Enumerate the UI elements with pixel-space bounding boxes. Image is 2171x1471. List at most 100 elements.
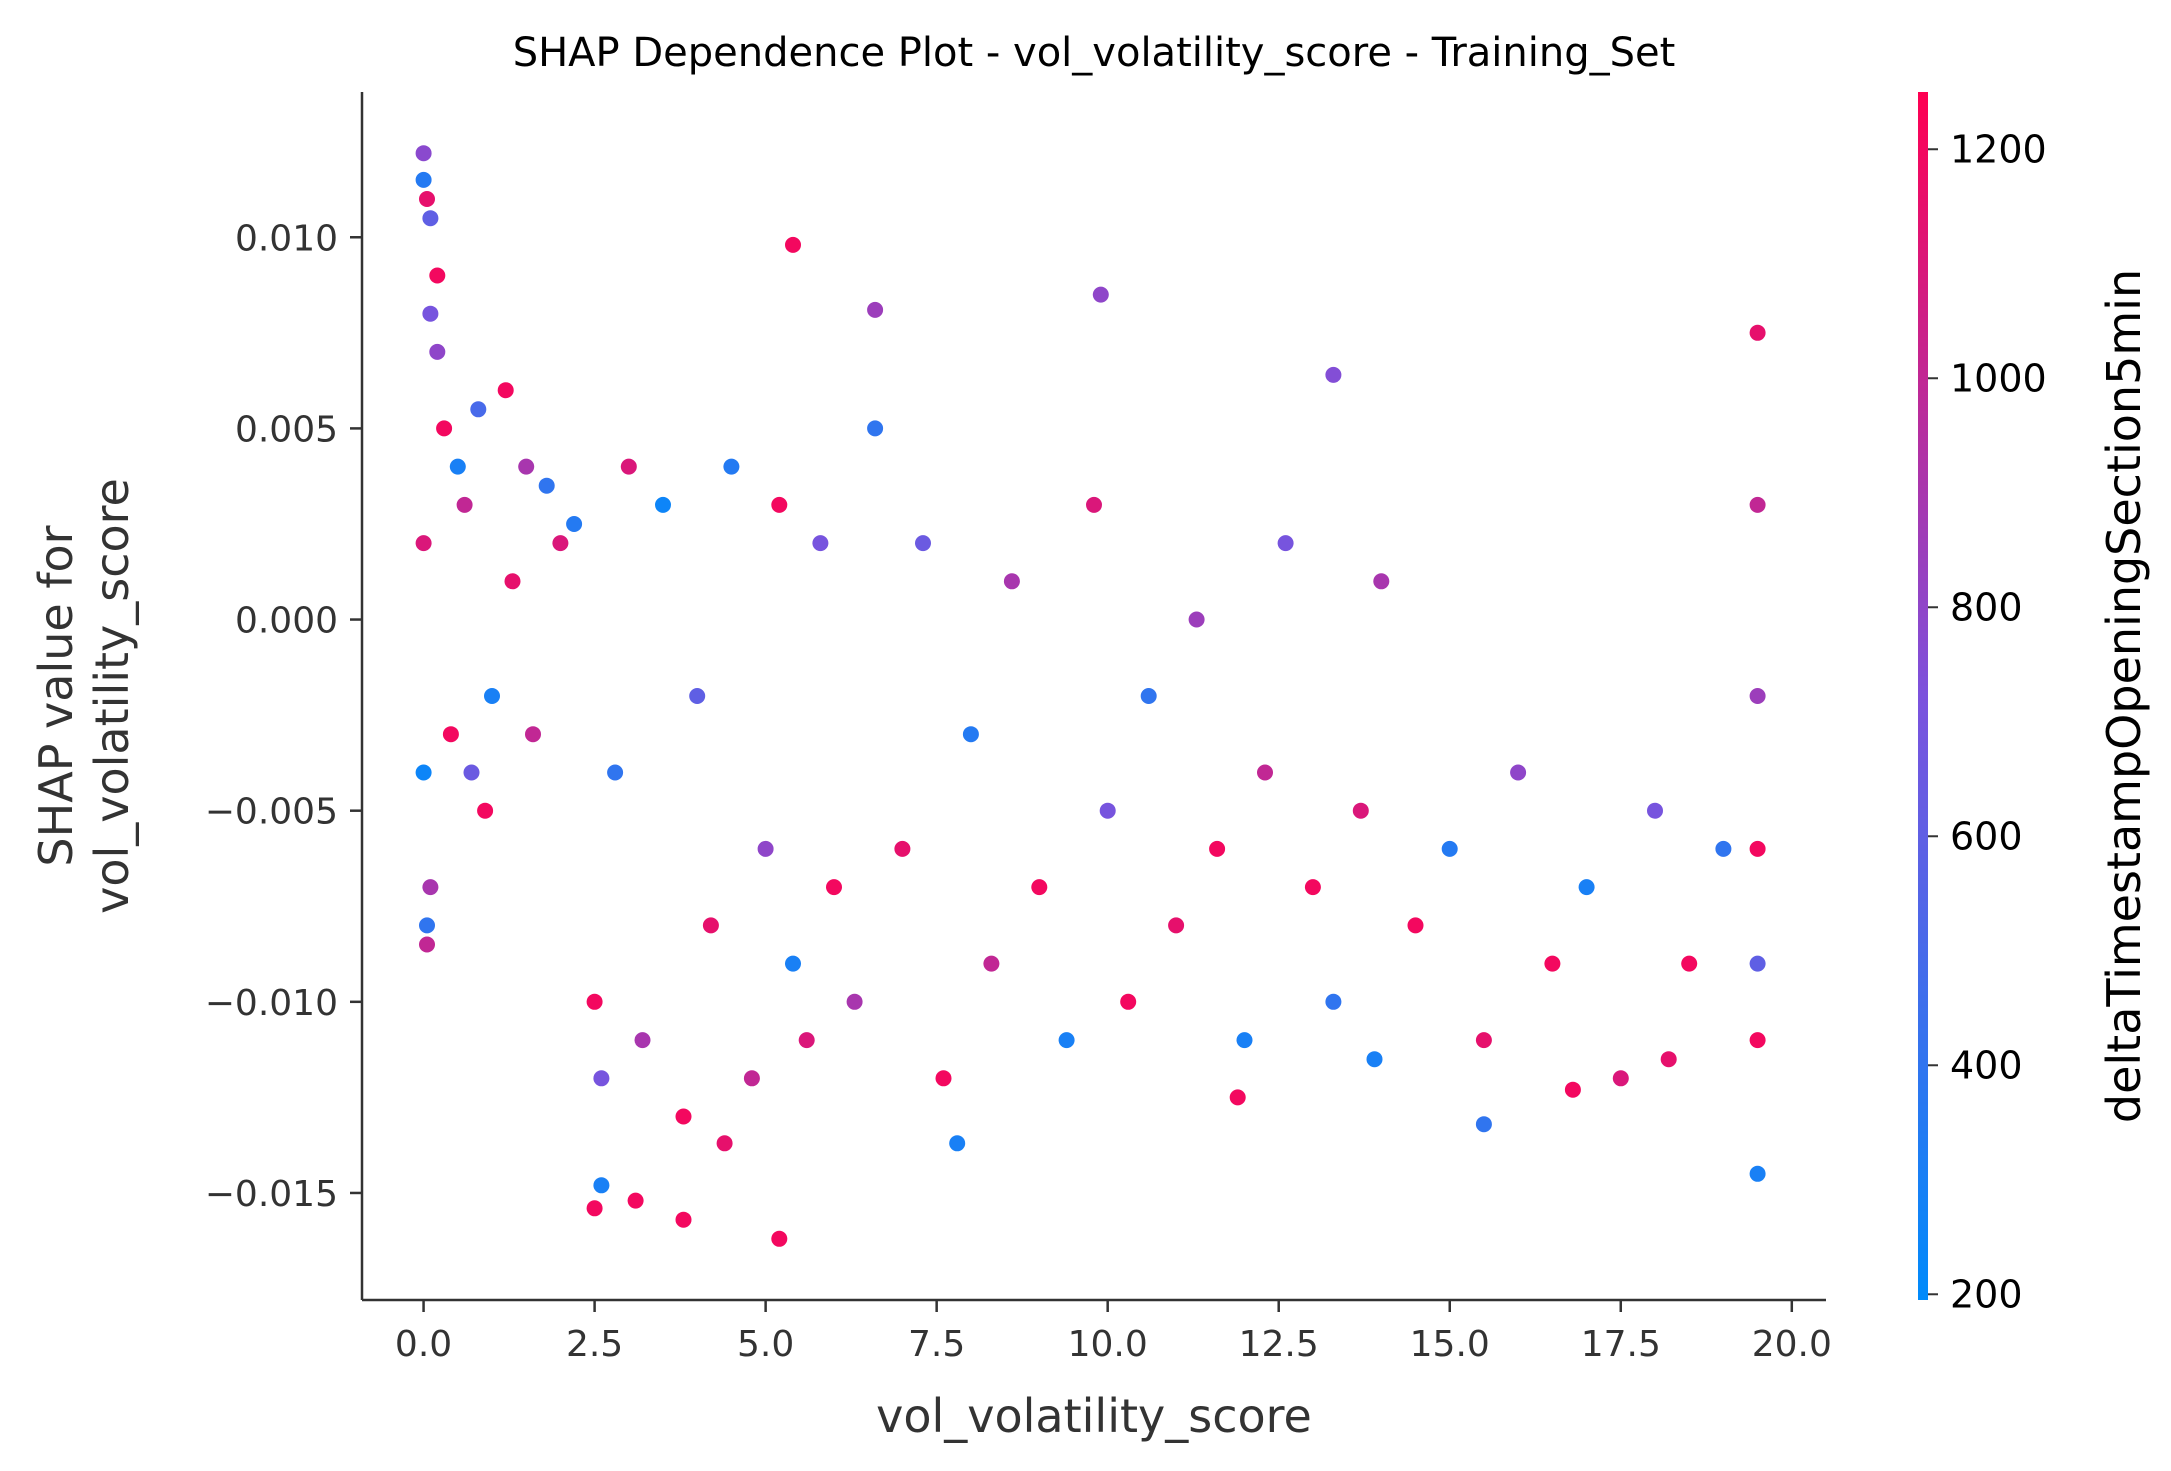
y-tick-label: −0.005 (205, 792, 338, 833)
scatter-point (1257, 764, 1273, 781)
scatter-point (449, 458, 466, 475)
scatter-point (716, 1135, 733, 1152)
scatter-point (538, 477, 555, 494)
scatter-point (586, 1200, 603, 1217)
scatter-point (1475, 1032, 1492, 1049)
scatter-point (675, 1211, 692, 1228)
scatter-point (1031, 879, 1048, 896)
y-tick-label: 0.005 (235, 409, 338, 450)
x-tick-label: 5.0 (737, 1324, 794, 1365)
x-tick-label: 15.0 (1410, 1324, 1490, 1365)
scatter-point (620, 458, 637, 475)
scatter-point (867, 301, 884, 318)
scatter-point (935, 1070, 952, 1087)
scatter-point (798, 1032, 815, 1049)
scatter-point (422, 210, 439, 227)
scatter-point (1749, 324, 1766, 341)
scatter-point (1749, 1165, 1766, 1182)
scatter-point (743, 1070, 760, 1087)
x-axis-label: vol_volatility_score (876, 1389, 1312, 1443)
scatter-point (1749, 688, 1766, 704)
scatter-point (627, 1192, 644, 1209)
scatter-point (436, 420, 453, 437)
scatter-point (1749, 496, 1766, 513)
scatter-point (655, 496, 671, 513)
scatter-point (826, 879, 842, 896)
scatter-point (419, 917, 435, 934)
scatter-point (419, 936, 435, 953)
scatter-point (675, 1108, 692, 1125)
scatter-point (634, 1032, 651, 1049)
scatter-point (415, 764, 432, 781)
colorbar-tick-label: 400 (1950, 1043, 2023, 1087)
chart-title: SHAP Dependence Plot - vol_volatility_sc… (513, 30, 1676, 76)
scatter-point (1325, 993, 1342, 1010)
scatter-point (593, 1070, 610, 1087)
scatter-point (429, 267, 446, 284)
scatter-point (1352, 802, 1369, 819)
x-tick-label: 20.0 (1752, 1324, 1832, 1365)
y-tick-label: −0.010 (205, 983, 338, 1024)
scatter-point (1578, 879, 1595, 896)
colorbar-tick-label: 800 (1950, 585, 2023, 629)
x-tick-label: 10.0 (1068, 1324, 1148, 1365)
scatter-point (415, 171, 432, 188)
scatter-point (702, 917, 719, 934)
scatter-point (484, 688, 500, 704)
scatter-point (846, 993, 863, 1010)
scatter-point (607, 764, 624, 781)
scatter-point (1058, 1032, 1075, 1049)
scatter-point (477, 802, 494, 819)
scatter-point (456, 496, 473, 513)
scatter-point (1475, 1116, 1492, 1133)
colorbar-ticks: 200 400 600 800 1000 1200 (1928, 127, 2047, 1316)
x-tick-label: 7.5 (908, 1324, 965, 1365)
scatter-point (1277, 535, 1294, 552)
scatter-point (1373, 573, 1390, 590)
scatter-points (415, 145, 1766, 1247)
scatter-point (1086, 496, 1102, 513)
x-tick-label: 0.0 (395, 1324, 452, 1365)
scatter-point (962, 726, 979, 743)
scatter-point (1749, 1032, 1766, 1049)
scatter-point (504, 573, 521, 590)
colorbar-tick-label: 200 (1950, 1272, 2023, 1316)
y-axis-label-line2: vol_volatility_score (85, 478, 139, 914)
scatter-point (983, 955, 1000, 972)
scatter-point (1236, 1032, 1253, 1049)
colorbar-tick-label: 1000 (1950, 356, 2047, 400)
scatter-point (785, 955, 801, 972)
scatter-point (497, 382, 514, 399)
scatter-point (518, 458, 535, 475)
scatter-point (1092, 286, 1109, 303)
scatter-point (894, 840, 911, 857)
scatter-point (422, 305, 439, 322)
scatter-point (812, 535, 829, 552)
x-axis-ticks: 0.0 2.5 5.0 7.5 10.0 12.5 15.0 17.5 20.0 (395, 1300, 1832, 1365)
scatter-point (1441, 840, 1458, 857)
scatter-point (689, 688, 706, 704)
scatter-point (442, 726, 459, 743)
scatter-point (1544, 955, 1561, 972)
scatter-point (867, 420, 884, 437)
scatter-point (1612, 1070, 1629, 1087)
y-axis-ticks: 0.010 0.005 0.000 −0.005 −0.010 −0.015 (205, 218, 362, 1215)
scatter-point (785, 236, 801, 253)
scatter-point (1229, 1089, 1246, 1106)
scatter-point (723, 458, 740, 475)
y-tick-label: 0.000 (235, 601, 338, 642)
scatter-point (1510, 764, 1527, 781)
scatter-point (949, 1135, 966, 1152)
scatter-point (1647, 802, 1663, 819)
scatter-point (1099, 802, 1116, 819)
scatter-point (429, 343, 446, 360)
scatter-point (1715, 840, 1732, 857)
x-tick-label: 17.5 (1581, 1324, 1661, 1365)
scatter-point (1564, 1081, 1581, 1098)
scatter-point (915, 535, 931, 552)
y-axis-label-line1: SHAP value for (29, 525, 83, 866)
scatter-point (593, 1177, 610, 1194)
scatter-point (1120, 993, 1137, 1010)
colorbar-tick-label: 1200 (1950, 127, 2047, 171)
